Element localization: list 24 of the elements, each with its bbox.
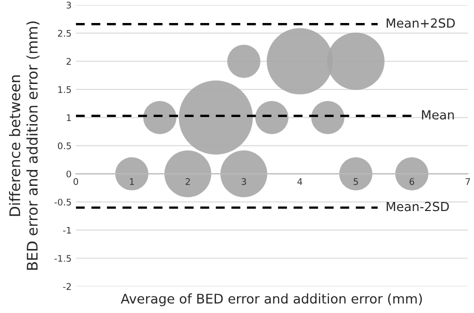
x-tick-label: 0 <box>74 178 78 185</box>
x-tick-label: 7 <box>466 178 470 185</box>
y-tick-label: 1.5 <box>58 86 71 93</box>
x-tick-label: 4 <box>297 178 302 185</box>
y-axis-title: Difference between BED error and addition error (mm) <box>9 22 40 270</box>
y-tick-label: -1.5 <box>54 255 71 262</box>
y-tick-label: 3 <box>66 2 71 9</box>
y-tick-label: 1 <box>66 114 71 121</box>
ref-line-label: Mean+2SD <box>386 18 455 28</box>
x-axis-title: Average of BED error and addition error (mm) <box>120 293 422 306</box>
y-tick-label: 0 <box>66 170 72 178</box>
x-tick-label: 2 <box>186 178 190 185</box>
x-tick-label: 1 <box>130 178 134 185</box>
x-tick-label: 5 <box>354 178 358 185</box>
x-tick-label: 6 <box>410 178 414 185</box>
y-tick-label: 0.5 <box>58 142 71 150</box>
y-tick-label: -2 <box>63 283 71 290</box>
y-tick-label: 2 <box>66 58 71 65</box>
ref-line-label: Mean <box>422 110 454 120</box>
y-tick-label: -0.5 <box>54 198 71 206</box>
ref-line-label: Mean-2SD <box>386 202 449 212</box>
x-tick-label: 3 <box>242 178 246 185</box>
y-tick-label: 2.5 <box>58 30 71 37</box>
y-tick-label: -1 <box>63 226 71 234</box>
